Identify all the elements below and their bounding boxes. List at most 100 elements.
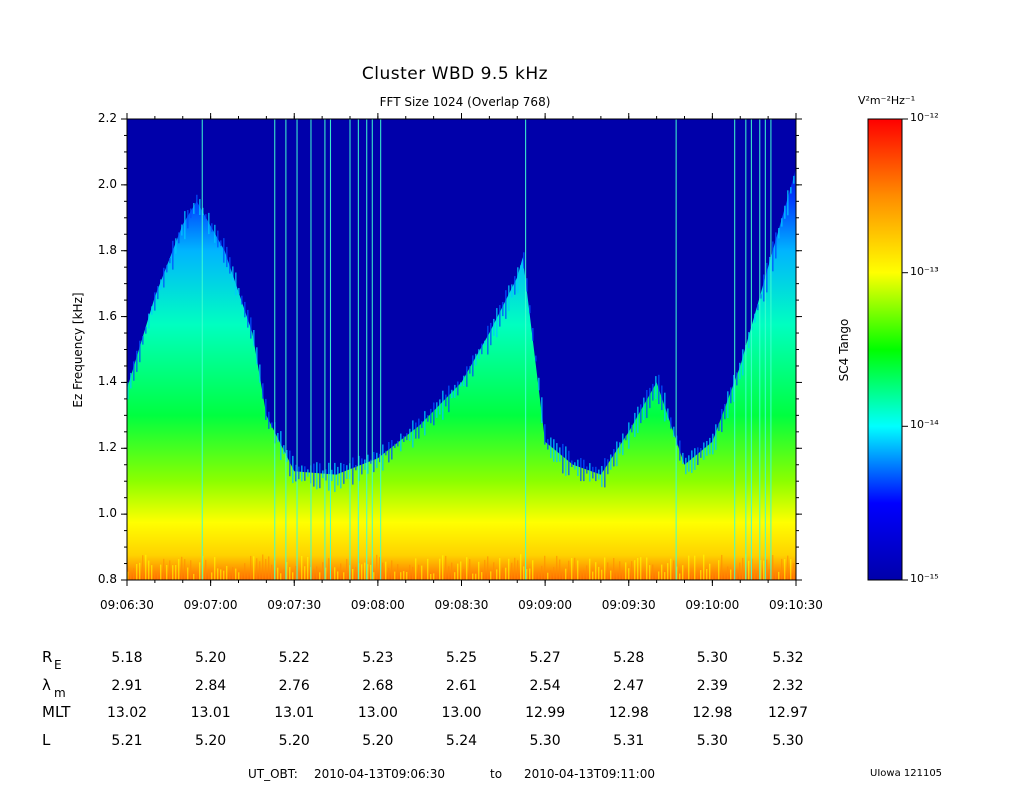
spectral-streak xyxy=(460,382,462,387)
spectral-streak xyxy=(526,569,528,580)
spectral-streak xyxy=(451,389,453,399)
spectral-streak xyxy=(472,355,474,377)
spectral-streak xyxy=(616,572,618,580)
spectral-streak xyxy=(718,423,720,431)
spectral-streak xyxy=(760,294,762,299)
spectral-streak xyxy=(229,573,231,580)
spectral-streak xyxy=(724,572,726,580)
spectral-streak xyxy=(568,560,570,580)
spectral-streak xyxy=(772,241,774,272)
spectral-streak xyxy=(235,272,237,296)
spectral-streak xyxy=(277,433,279,443)
spectral-streak xyxy=(175,565,177,580)
spectral-streak xyxy=(562,443,564,474)
spectral-streak xyxy=(448,385,450,413)
spectral-streak xyxy=(715,573,717,580)
spectral-streak xyxy=(352,569,354,580)
spectral-streak xyxy=(484,559,486,580)
spectral-streak xyxy=(223,570,225,580)
spectral-streak xyxy=(709,437,711,455)
spectral-streak xyxy=(433,402,435,426)
spectral-streak xyxy=(163,267,165,288)
spectral-streak xyxy=(247,571,249,580)
spectral-streak xyxy=(223,238,225,263)
table-cell: 5.30 xyxy=(696,733,728,749)
spectral-streak xyxy=(499,305,501,327)
spectral-streak xyxy=(481,572,483,580)
spectral-streak xyxy=(679,573,681,580)
spectral-streak xyxy=(709,563,711,580)
table-cell: 13.02 xyxy=(106,705,148,721)
spectral-streak xyxy=(355,465,357,471)
spectral-streak xyxy=(727,566,729,580)
spectral-streak xyxy=(604,557,606,580)
spectral-streak xyxy=(208,569,210,580)
spectral-streak xyxy=(415,558,417,580)
spectral-streak xyxy=(682,565,684,580)
spectral-streak xyxy=(184,559,186,580)
spectral-streak xyxy=(490,571,492,580)
table-cell: 5.31 xyxy=(613,733,645,749)
table-cell: 5.20 xyxy=(278,733,310,749)
spectral-streak xyxy=(145,326,147,334)
table-cell: 2.91 xyxy=(111,678,143,694)
spectral-streak xyxy=(595,466,597,482)
x-tick-label: 09:09:30 xyxy=(601,598,656,612)
spectral-streak xyxy=(436,573,438,580)
spectral-streak xyxy=(529,305,531,314)
spectral-streak xyxy=(643,397,645,420)
spectral-streak xyxy=(511,562,513,580)
spectral-streak xyxy=(403,435,405,442)
spectral-streak xyxy=(238,288,240,294)
credit-label: UIowa 121105 xyxy=(870,768,943,779)
spectral-streak xyxy=(430,574,432,580)
spectral-streak xyxy=(589,558,591,580)
spectral-streak xyxy=(418,564,420,580)
y-tick-label: 1.4 xyxy=(97,374,117,389)
spectral-streak xyxy=(529,568,531,580)
spectral-streak xyxy=(757,304,759,311)
chart-subtitle: FFT Size 1024 (Overlap 768) xyxy=(379,95,551,109)
spectral-streak xyxy=(718,560,720,580)
spectral-streak xyxy=(190,560,192,580)
spectral-streak xyxy=(265,559,267,580)
spectral-streak xyxy=(547,572,549,580)
spectral-streak xyxy=(331,469,333,481)
spectral-streak xyxy=(550,437,552,459)
spectral-streak xyxy=(736,372,738,386)
spectral-streak xyxy=(205,559,207,580)
spectral-streak xyxy=(634,412,636,437)
table-cell: 2.76 xyxy=(278,678,310,694)
spectral-streak xyxy=(748,560,750,580)
spectral-streak xyxy=(250,317,252,339)
spectral-streak xyxy=(628,568,630,580)
spectral-streak xyxy=(502,567,504,580)
spectral-streak xyxy=(778,228,780,239)
spectral-streak xyxy=(556,443,558,463)
table-cell: 5.32 xyxy=(772,650,804,666)
spectral-streak xyxy=(415,422,417,439)
spectral-streak xyxy=(367,564,369,580)
table-cell: 12.98 xyxy=(608,705,649,721)
spectral-streak xyxy=(661,385,663,411)
spectral-streak xyxy=(136,350,138,372)
spectral-streak xyxy=(463,569,465,580)
spectral-streak xyxy=(517,267,519,293)
spectral-streak xyxy=(343,572,345,580)
y-tick-label: 1.8 xyxy=(97,242,117,257)
spectral-streak xyxy=(778,571,780,580)
spectral-streak xyxy=(592,571,594,580)
spectral-streak xyxy=(184,211,186,240)
x-tick-label: 09:10:30 xyxy=(769,598,823,612)
spectral-streak xyxy=(169,560,171,580)
spectral-streak xyxy=(658,571,660,580)
spectral-streak xyxy=(655,376,657,400)
spectral-streak xyxy=(541,565,543,580)
y-tick-label: 2.2 xyxy=(97,111,117,125)
spectral-streak xyxy=(787,190,789,216)
spectral-streak xyxy=(178,232,180,244)
table-cell: 5.18 xyxy=(111,650,143,666)
spectral-streak xyxy=(577,560,579,580)
spectral-streak xyxy=(487,325,489,355)
spectral-streak xyxy=(493,318,495,336)
